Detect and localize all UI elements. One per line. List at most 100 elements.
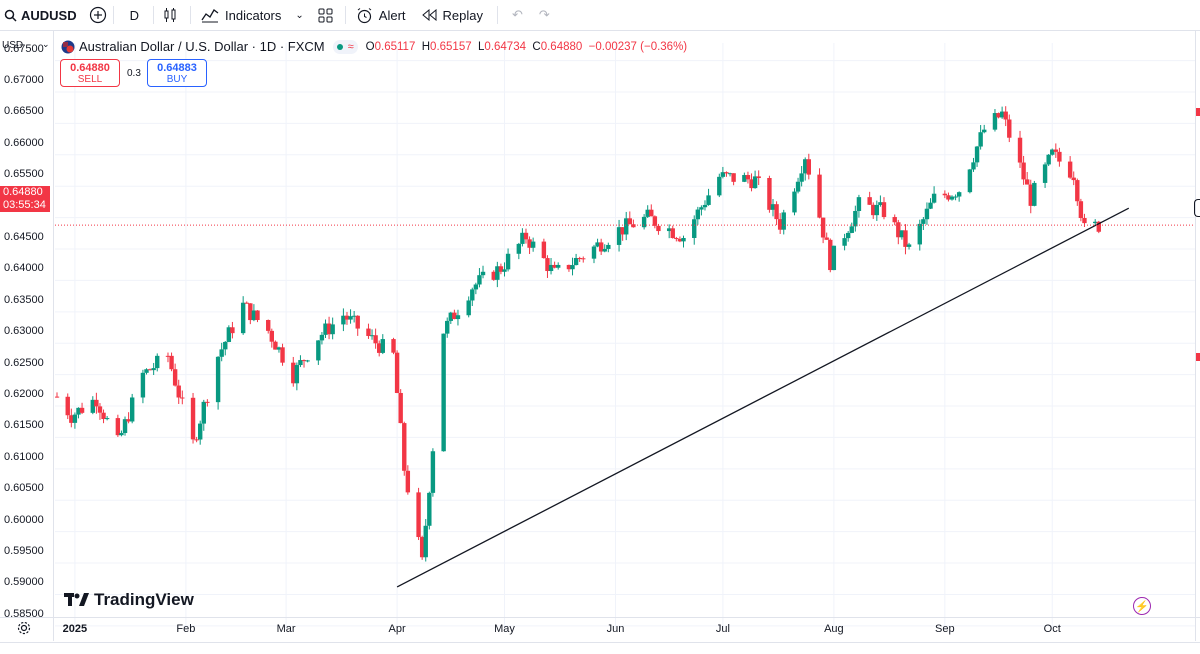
candle-down bbox=[405, 470, 411, 493]
right-toolbar-edge bbox=[1194, 31, 1200, 641]
candle-down bbox=[598, 242, 604, 252]
candle-up bbox=[717, 176, 722, 196]
candle-up bbox=[702, 204, 708, 208]
compare-button[interactable] bbox=[89, 0, 107, 31]
candle-down bbox=[656, 225, 661, 232]
candle-down bbox=[903, 230, 908, 247]
candle-down bbox=[631, 224, 636, 228]
lightning-icon[interactable]: ⚡ bbox=[1133, 597, 1151, 615]
candle-down bbox=[649, 209, 654, 217]
candle-down bbox=[366, 328, 371, 336]
chart-legend: Australian Dollar / U.S. Dollar · 1D · F… bbox=[61, 39, 687, 54]
scroll-handle[interactable] bbox=[1194, 199, 1200, 217]
current-price-tag: 0.64880 03:55:34 bbox=[0, 186, 50, 212]
candle-up bbox=[380, 339, 385, 353]
tradingview-logo[interactable]: TradingView bbox=[64, 590, 194, 610]
layouts-button[interactable] bbox=[318, 0, 333, 31]
candle-up bbox=[921, 219, 926, 224]
redo-icon: ↷ bbox=[538, 7, 550, 22]
candle-up bbox=[548, 264, 554, 272]
chart-type-button[interactable] bbox=[162, 0, 178, 31]
buy-button[interactable]: 0.64883 BUY bbox=[147, 59, 207, 87]
plus-circle-icon bbox=[89, 6, 107, 24]
symbol-search[interactable]: AUDUSD bbox=[4, 0, 77, 31]
replay-label: Replay bbox=[442, 7, 483, 23]
candle-up bbox=[770, 204, 776, 210]
candle-down bbox=[416, 492, 421, 538]
candle-up bbox=[330, 324, 335, 335]
candle-up bbox=[978, 132, 983, 147]
candle-up bbox=[477, 275, 482, 285]
chevron-down-icon[interactable]: ⌄ bbox=[42, 39, 50, 49]
x-tick-label: Apr bbox=[388, 623, 406, 635]
candle-down bbox=[244, 302, 249, 304]
sell-button[interactable]: 0.64880 SELL bbox=[60, 59, 120, 87]
top-toolbar: AUDUSD D Indicators ⌄ Alert Repl bbox=[0, 0, 1200, 31]
candle-down bbox=[69, 415, 74, 423]
candle-up bbox=[455, 315, 461, 320]
y-tick-label: 0.60500 bbox=[4, 482, 44, 495]
undo-icon: ↶ bbox=[511, 7, 523, 22]
bottom-panel-edge bbox=[0, 642, 1200, 654]
redo-button[interactable]: ↷ bbox=[539, 0, 550, 31]
divider bbox=[153, 6, 155, 24]
candle-down bbox=[266, 319, 271, 331]
candle-up bbox=[215, 356, 221, 403]
candle-down bbox=[94, 399, 99, 407]
candle-down bbox=[147, 369, 153, 371]
replay-button[interactable]: Replay bbox=[421, 0, 483, 31]
candle-up bbox=[122, 419, 128, 434]
price-scale[interactable]: USD ⌄ bbox=[0, 31, 54, 641]
candle-up bbox=[251, 310, 257, 321]
candle-up bbox=[298, 360, 303, 366]
candle-down bbox=[527, 239, 532, 248]
settings-gear-icon[interactable] bbox=[17, 621, 31, 635]
candle-up bbox=[917, 223, 922, 245]
candle-down bbox=[881, 202, 887, 218]
y-tick-label: 0.67500 bbox=[4, 42, 44, 55]
candle-up bbox=[129, 397, 135, 422]
candle-down bbox=[55, 396, 60, 398]
candle-down bbox=[452, 312, 457, 320]
y-tick-label: 0.65500 bbox=[4, 168, 44, 181]
x-tick-label: Sep bbox=[935, 623, 955, 635]
candle-down bbox=[745, 175, 751, 180]
alert-button[interactable]: Alert bbox=[356, 0, 406, 31]
candle-down bbox=[79, 407, 85, 413]
candle-up bbox=[441, 333, 446, 452]
sell-price: 0.64880 bbox=[70, 62, 110, 74]
candle-up bbox=[1042, 164, 1048, 183]
chart-title: Australian Dollar / U.S. Dollar · 1D · F… bbox=[79, 39, 325, 54]
time-axis[interactable] bbox=[0, 617, 1200, 641]
candle-down bbox=[774, 204, 779, 220]
interval-button[interactable]: D bbox=[129, 7, 140, 23]
y-tick-label: 0.60000 bbox=[4, 513, 44, 526]
market-status[interactable]: ≈ bbox=[332, 39, 358, 54]
currency-select[interactable]: USD bbox=[2, 40, 24, 51]
candle-up bbox=[967, 169, 973, 193]
candle-down bbox=[498, 266, 504, 272]
x-tick-label: Feb bbox=[176, 623, 196, 635]
chevron-down-icon[interactable]: ⌄ bbox=[295, 9, 304, 21]
candle-down bbox=[205, 401, 210, 403]
x-tick-label: Jul bbox=[715, 623, 730, 635]
candle-down bbox=[817, 174, 822, 218]
candle-up bbox=[144, 369, 149, 373]
candle-down bbox=[777, 219, 783, 230]
y-tick-label: 0.58500 bbox=[4, 607, 44, 620]
undo-button[interactable]: ↶ bbox=[512, 0, 523, 31]
candle-down bbox=[165, 355, 171, 357]
candle-up bbox=[641, 216, 647, 228]
candlestick-chart[interactable] bbox=[55, 31, 1195, 641]
indicators-button[interactable]: Indicators ⌄ bbox=[201, 0, 304, 31]
candle-up bbox=[1093, 221, 1098, 224]
buy-price: 0.64883 bbox=[157, 62, 197, 74]
candle-up bbox=[198, 423, 203, 440]
candle-up bbox=[874, 204, 880, 216]
candle-up bbox=[624, 218, 629, 235]
buy-label: BUY bbox=[166, 74, 188, 85]
candle-up bbox=[480, 271, 486, 276]
candle-down bbox=[355, 315, 360, 329]
candle-up bbox=[151, 368, 156, 371]
candle-down bbox=[326, 323, 332, 335]
